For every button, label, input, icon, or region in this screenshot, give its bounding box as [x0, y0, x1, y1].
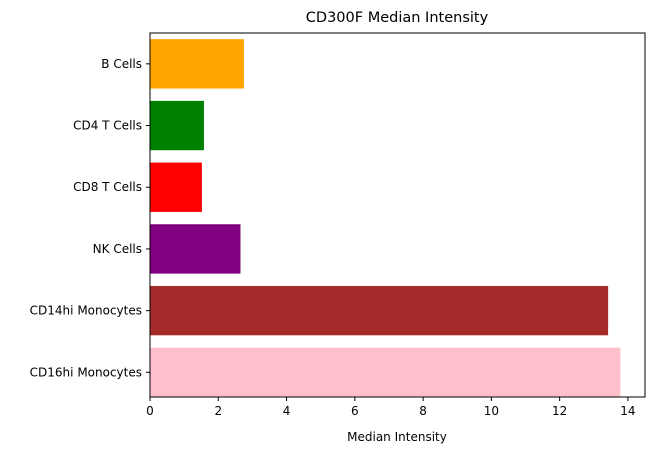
x-tick-label: 4 — [283, 404, 291, 418]
bar — [150, 224, 241, 274]
y-axis: B Cells CD4 T Cells CD8 T Cells NK Cells CD1… — [30, 57, 150, 379]
chart-title: CD300F Median Intensity — [306, 10, 489, 26]
x-tick-label: 0 — [146, 404, 154, 418]
plot-area — [150, 33, 645, 397]
bar — [150, 39, 244, 89]
x-tick-label: 8 — [419, 404, 427, 418]
y-tick-label: CD16hi Monocytes — [30, 365, 142, 379]
y-tick-label: CD4 T Cells — [73, 119, 142, 133]
x-tick-label: 6 — [351, 404, 359, 418]
plot-frame — [149, 32, 646, 398]
x-tick-label: 14 — [620, 404, 635, 418]
x-tick-label: 10 — [484, 404, 499, 418]
bar — [150, 100, 204, 151]
x-tick-label: 2 — [214, 404, 222, 418]
y-tick-label: CD14hi Monocytes — [30, 304, 142, 318]
y-tick-label: CD8 T Cells — [73, 180, 142, 194]
y-tick-label: B Cells — [101, 57, 142, 71]
x-tick-label: 12 — [552, 404, 567, 418]
bar — [150, 162, 202, 212]
x-axis: 0 2 4 6 8 10 12 14 — [146, 397, 636, 418]
bars-group — [150, 39, 621, 397]
bar — [150, 285, 609, 336]
bar — [150, 347, 621, 397]
x-axis-label: Median Intensity — [347, 430, 447, 444]
y-tick-label: NK Cells — [93, 242, 142, 256]
